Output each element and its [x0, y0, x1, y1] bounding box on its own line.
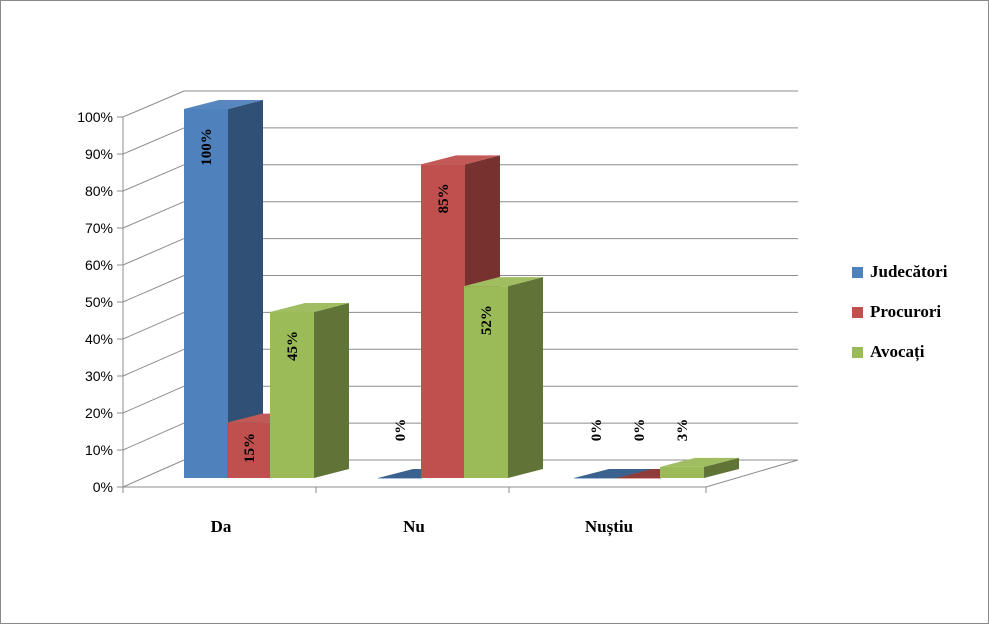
legend-swatch: [852, 347, 863, 358]
y-tick-label: 50%: [85, 294, 113, 310]
data-label: 85%: [436, 183, 452, 213]
gridline-side: [122, 459, 185, 488]
legend-label: Judecători: [870, 262, 948, 281]
bar: [378, 478, 422, 479]
bar: [270, 311, 314, 478]
bar-top: [421, 155, 500, 165]
gridline-side: [122, 311, 185, 340]
gridline-side: [122, 90, 185, 118]
data-label: 0%: [589, 419, 605, 442]
y-tick-label: 60%: [85, 257, 113, 273]
y-tick-label: 70%: [85, 220, 113, 236]
y-tick-label: 0%: [93, 479, 113, 495]
legend-label: Procurori: [870, 302, 941, 321]
y-tick-label: 100%: [77, 109, 113, 125]
gridline-side: [122, 275, 185, 303]
y-tick-label: 80%: [85, 183, 113, 199]
bar-side: [508, 277, 543, 478]
bar: [660, 466, 704, 478]
legend-swatch: [852, 267, 863, 278]
x-tick-label: Da: [211, 517, 232, 536]
y-tick-label: 20%: [85, 405, 113, 421]
gridline-side: [122, 348, 185, 377]
legend-swatch: [852, 307, 863, 318]
data-label: 0%: [632, 419, 648, 442]
data-label: 15%: [242, 433, 258, 463]
bar-top: [184, 100, 263, 109]
bar-side: [704, 457, 739, 478]
x-tick-label: Nuștiu: [585, 517, 633, 537]
gridline-side: [122, 238, 185, 266]
data-label: 52%: [479, 305, 495, 335]
legend-label: Avocați: [870, 342, 925, 362]
bar-side: [314, 302, 349, 478]
x-tick-label: Nu: [403, 517, 425, 536]
data-label: 3%: [675, 419, 691, 442]
data-label: 0%: [393, 419, 409, 442]
bar: [227, 422, 271, 478]
gridline-side: [122, 201, 185, 229]
gridline-side: [122, 164, 185, 192]
y-tick-label: 90%: [85, 146, 113, 162]
data-label: 45%: [285, 331, 301, 361]
data-label: 100%: [199, 128, 215, 166]
bar: [421, 164, 465, 478]
y-tick-label: 30%: [85, 368, 113, 384]
gridline-side: [122, 422, 185, 451]
bar-side: [228, 100, 263, 478]
bar-top: [464, 277, 543, 287]
bar: [574, 478, 618, 479]
gridline-side: [122, 385, 185, 414]
y-tick-label: 10%: [85, 442, 113, 458]
bar-top: [660, 457, 739, 467]
y-tick-label: 40%: [85, 331, 113, 347]
gridline-side: [122, 127, 185, 155]
bar: [464, 286, 508, 478]
bar-top: [574, 469, 653, 478]
bar: [617, 478, 661, 479]
bar: [184, 109, 228, 478]
bar-top: [270, 302, 349, 312]
